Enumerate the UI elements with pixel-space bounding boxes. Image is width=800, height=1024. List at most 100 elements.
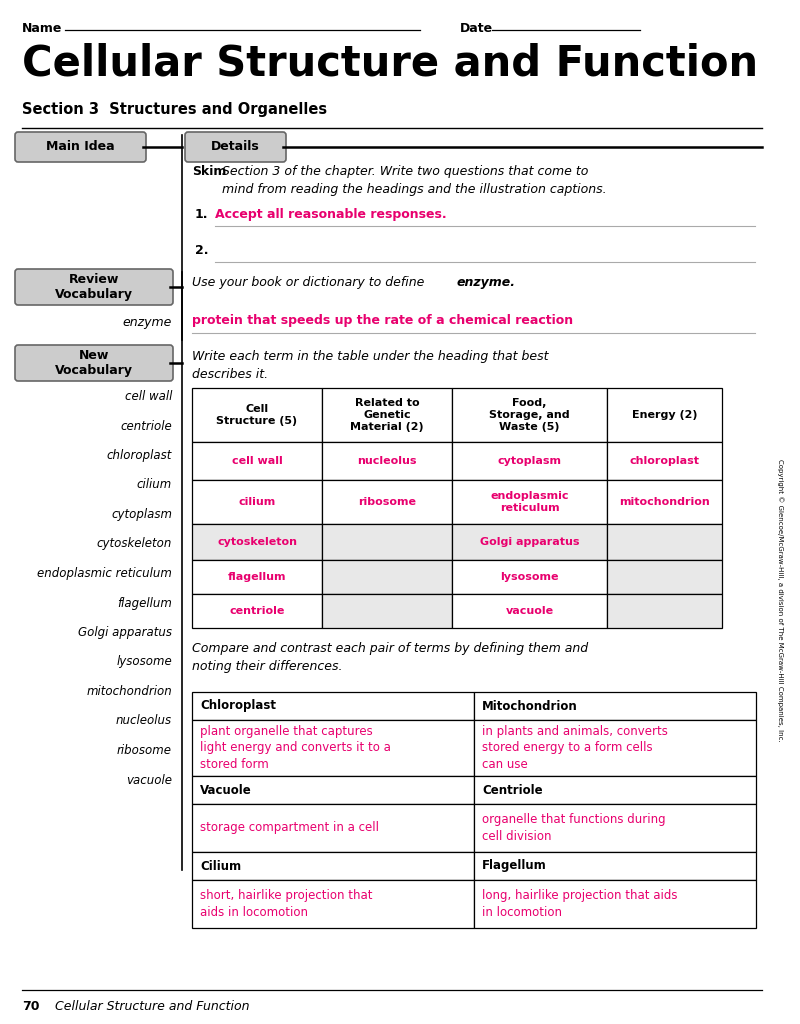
Text: cytoplasm: cytoplasm: [111, 508, 172, 521]
Bar: [452, 442, 607, 480]
Text: centriole: centriole: [120, 420, 172, 432]
Bar: [322, 442, 452, 480]
Text: protein that speeds up the rate of a chemical reaction: protein that speeds up the rate of a che…: [192, 314, 573, 327]
Bar: [192, 480, 322, 524]
Bar: [607, 388, 722, 442]
Text: cilium: cilium: [137, 478, 172, 492]
Text: Date: Date: [460, 22, 493, 35]
Text: vacuole: vacuole: [506, 606, 554, 616]
Bar: [607, 560, 722, 594]
Text: Energy (2): Energy (2): [632, 410, 698, 420]
Bar: [322, 560, 452, 594]
Text: cytoskeleton: cytoskeleton: [97, 538, 172, 551]
Text: in plants and animals, converts
stored energy to a form cells
can use: in plants and animals, converts stored e…: [482, 725, 668, 771]
Bar: [322, 594, 452, 628]
Text: vacuole: vacuole: [126, 773, 172, 786]
Text: enzyme: enzyme: [122, 316, 172, 329]
Text: Main Idea: Main Idea: [46, 140, 115, 154]
Text: cilium: cilium: [238, 497, 276, 507]
Bar: [322, 480, 452, 524]
Bar: [192, 388, 322, 442]
Text: Cilium: Cilium: [200, 859, 241, 872]
Text: Section 3  Structures and Organelles: Section 3 Structures and Organelles: [22, 102, 327, 117]
Text: Mitochondrion: Mitochondrion: [482, 699, 578, 713]
Bar: [452, 524, 607, 560]
Text: endoplasmic
reticulum: endoplasmic reticulum: [490, 490, 569, 513]
Bar: [474, 852, 756, 880]
Bar: [474, 720, 756, 776]
Text: centriole: centriole: [230, 606, 285, 616]
Bar: [192, 594, 322, 628]
Text: Write each term in the table under the heading that best
describes it.: Write each term in the table under the h…: [192, 350, 549, 381]
Bar: [192, 720, 474, 776]
Text: Cellular Structure and Function: Cellular Structure and Function: [55, 1000, 250, 1013]
Text: cytoplasm: cytoplasm: [498, 456, 562, 466]
Bar: [607, 524, 722, 560]
Text: Section 3 of the chapter. Write two questions that come to
mind from reading the: Section 3 of the chapter. Write two ques…: [222, 165, 606, 196]
Text: cytoskeleton: cytoskeleton: [217, 537, 297, 547]
Text: cell wall: cell wall: [232, 456, 282, 466]
Text: Related to
Genetic
Material (2): Related to Genetic Material (2): [350, 397, 424, 432]
Text: enzyme.: enzyme.: [457, 276, 516, 289]
Text: plant organelle that captures
light energy and converts it to a
stored form: plant organelle that captures light ener…: [200, 725, 391, 771]
Text: 2.: 2.: [195, 244, 209, 257]
Bar: [452, 388, 607, 442]
Bar: [192, 524, 322, 560]
Bar: [474, 692, 756, 720]
Text: Golgi apparatus: Golgi apparatus: [480, 537, 579, 547]
Text: storage compartment in a cell: storage compartment in a cell: [200, 821, 379, 835]
Text: Vacuole: Vacuole: [200, 783, 252, 797]
Text: Skim: Skim: [192, 165, 226, 178]
Text: chloroplast: chloroplast: [630, 456, 699, 466]
Text: Review
Vocabulary: Review Vocabulary: [55, 273, 133, 301]
Bar: [322, 524, 452, 560]
Text: Name: Name: [22, 22, 62, 35]
Bar: [192, 560, 322, 594]
Text: Copyright © Glencoe/McGraw-Hill, a division of The McGraw-Hill Companies, Inc.: Copyright © Glencoe/McGraw-Hill, a divis…: [777, 459, 783, 741]
Text: Accept all reasonable responses.: Accept all reasonable responses.: [215, 208, 446, 221]
FancyBboxPatch shape: [185, 132, 286, 162]
Text: Use your book or dictionary to define: Use your book or dictionary to define: [192, 276, 428, 289]
Text: mitochondrion: mitochondrion: [86, 685, 172, 698]
Text: nucleolus: nucleolus: [358, 456, 417, 466]
Text: lysosome: lysosome: [116, 655, 172, 669]
Text: Food,
Storage, and
Waste (5): Food, Storage, and Waste (5): [489, 397, 570, 432]
Text: flagellum: flagellum: [228, 572, 286, 582]
Text: cell wall: cell wall: [125, 390, 172, 403]
Text: Flagellum: Flagellum: [482, 859, 546, 872]
Bar: [192, 880, 474, 928]
Bar: [474, 776, 756, 804]
Text: organelle that functions during
cell division: organelle that functions during cell div…: [482, 813, 666, 843]
FancyBboxPatch shape: [15, 132, 146, 162]
Text: long, hairlike projection that aids
in locomotion: long, hairlike projection that aids in l…: [482, 889, 678, 919]
Text: Details: Details: [211, 140, 260, 154]
Bar: [607, 442, 722, 480]
Text: ribosome: ribosome: [358, 497, 416, 507]
Bar: [474, 880, 756, 928]
Text: nucleolus: nucleolus: [116, 715, 172, 727]
Bar: [474, 804, 756, 852]
Text: Cell
Structure (5): Cell Structure (5): [217, 403, 298, 426]
Text: Golgi apparatus: Golgi apparatus: [78, 626, 172, 639]
Text: Chloroplast: Chloroplast: [200, 699, 276, 713]
Text: Cellular Structure and Function: Cellular Structure and Function: [22, 42, 758, 84]
Text: 70: 70: [22, 1000, 39, 1013]
Text: endoplasmic reticulum: endoplasmic reticulum: [37, 567, 172, 580]
FancyBboxPatch shape: [15, 269, 173, 305]
Bar: [192, 852, 474, 880]
Text: short, hairlike projection that
aids in locomotion: short, hairlike projection that aids in …: [200, 889, 373, 919]
Bar: [607, 594, 722, 628]
Text: Centriole: Centriole: [482, 783, 542, 797]
Text: lysosome: lysosome: [500, 572, 558, 582]
Bar: [192, 804, 474, 852]
Text: Compare and contrast each pair of terms by defining them and
noting their differ: Compare and contrast each pair of terms …: [192, 642, 588, 673]
Bar: [452, 594, 607, 628]
Bar: [452, 560, 607, 594]
Text: ribosome: ribosome: [117, 744, 172, 757]
Bar: [192, 692, 474, 720]
Bar: [452, 480, 607, 524]
Text: chloroplast: chloroplast: [106, 449, 172, 462]
Text: mitochondrion: mitochondrion: [619, 497, 710, 507]
Text: flagellum: flagellum: [117, 597, 172, 609]
Bar: [322, 388, 452, 442]
